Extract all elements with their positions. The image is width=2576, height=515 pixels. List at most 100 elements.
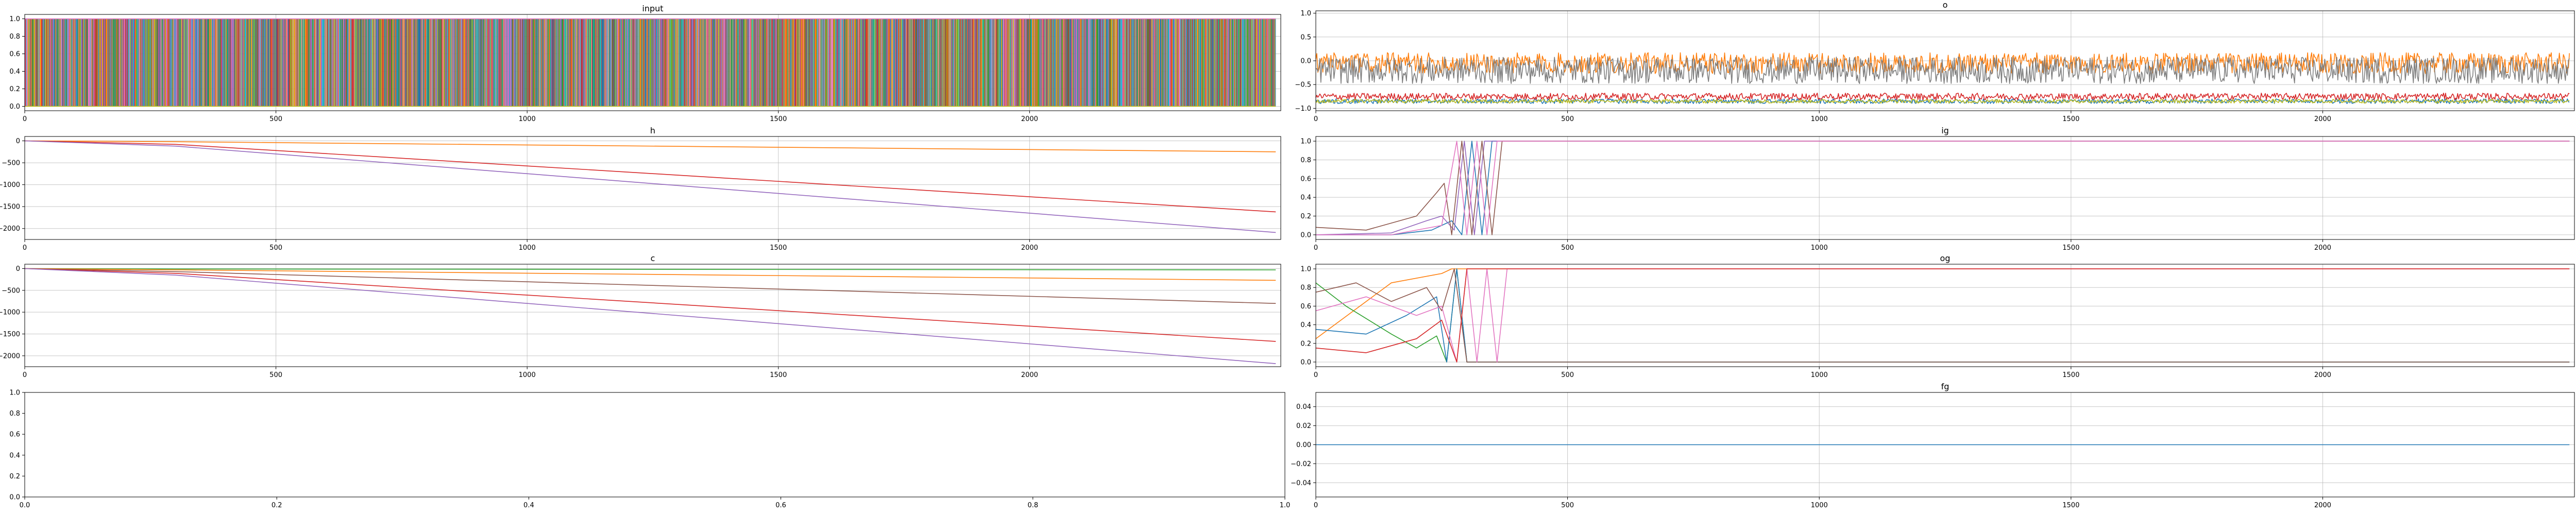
x-tick-label: 0	[1314, 244, 1318, 252]
x-tick-label: 1000	[1811, 371, 1828, 379]
series-line	[1316, 268, 2570, 363]
y-tick-label: −0.02	[1291, 460, 1311, 468]
x-tick-label: 1000	[519, 244, 536, 252]
y-tick-label: 0.5	[1300, 33, 1311, 41]
x-tick-label: 0	[23, 244, 27, 252]
y-tick-label: 1.0	[1300, 266, 1311, 273]
series-line	[1316, 93, 2570, 100]
x-tick-label: 1000	[1811, 244, 1828, 252]
y-tick-label: 0.0	[9, 103, 20, 111]
y-tick-label: 0.2	[9, 473, 20, 480]
axes-frame	[24, 14, 1281, 111]
x-tick-label: 1000	[1811, 115, 1828, 123]
axes-frame	[1315, 136, 2575, 240]
x-tick-label: 1500	[770, 371, 787, 379]
y-tick-label: 0.04	[1296, 403, 1311, 411]
x-tick-label: 1.0	[1280, 502, 1291, 509]
chart-title: og	[1940, 253, 1951, 263]
axes-fg: 0 500 1000 1500 2000 0.04 0.02 0.00 −0.02 −0.04 fg	[1291, 382, 2575, 509]
y-tick-label: −500	[2, 160, 20, 167]
x-tick-label: 2000	[2314, 244, 2331, 252]
x-tick-label: 500	[269, 244, 282, 252]
y-tick-label: −1500	[0, 203, 20, 211]
series-line	[25, 140, 1276, 233]
y-tick-label: 1.0	[9, 389, 20, 397]
x-tick-label: 0	[23, 115, 27, 123]
y-tick-label: 1.0	[9, 15, 20, 23]
y-tick-label: 0.4	[1300, 194, 1311, 202]
x-tick-label: 1500	[2062, 371, 2079, 379]
y-tick-label: −1000	[0, 181, 20, 189]
axes-frame	[1315, 10, 2575, 111]
y-tick-label: −1000	[0, 309, 20, 317]
series-line	[1316, 268, 2570, 339]
x-tick-label: 1500	[770, 115, 787, 123]
y-tick-label: −0.04	[1291, 479, 1311, 487]
y-tick-label: 0.6	[9, 431, 20, 439]
y-tick-label: 0.0	[9, 494, 20, 502]
y-tick-label: 0.8	[9, 33, 20, 41]
y-tick-label: −0.5	[1295, 81, 1311, 89]
series-line	[1316, 268, 2570, 363]
y-tick-label: 0.0	[1300, 358, 1311, 366]
y-tick-label: 0.6	[1300, 175, 1311, 183]
axes-o: 0 500 1000 1500 2000 −1.0 −0.5 0.0 0.5 1.0 o	[1295, 0, 2575, 123]
y-tick-label: 0.8	[1300, 284, 1311, 292]
x-tick-label: 0	[23, 371, 27, 379]
series-line	[25, 140, 1276, 213]
x-tick-label: 500	[1561, 371, 1574, 379]
chart-title: input	[642, 4, 663, 13]
input-channel-stripes	[25, 18, 1276, 107]
x-tick-label: 1500	[2062, 115, 2079, 123]
x-tick-label: 1500	[2062, 244, 2079, 252]
y-tick-label: −500	[2, 287, 20, 295]
x-tick-label: 500	[1561, 115, 1574, 123]
series-line	[25, 140, 1276, 152]
axes-empty: 0.0 0.2 0.4 0.6 0.8 1.0 0.0 0.2 0.4 0.6 0.8 1.0	[9, 389, 1290, 510]
axes-h: 0 500 1000 1500 2000 0 −500 −1000 −1500 −2000 h	[0, 126, 1281, 252]
axes-frame	[24, 392, 1285, 497]
x-tick-label: 0.0	[20, 502, 30, 509]
y-tick-label: 0.0	[1300, 231, 1311, 239]
x-tick-label: 500	[1561, 244, 1574, 252]
x-tick-label: 2000	[1021, 371, 1038, 379]
y-tick-label: 0.4	[1300, 321, 1311, 329]
y-tick-label: 0.4	[9, 68, 20, 76]
y-tick-label: 0.0	[1300, 58, 1311, 65]
x-tick-label: 2000	[2314, 115, 2331, 123]
x-tick-label: 2000	[2314, 502, 2331, 509]
y-tick-label: 0.02	[1296, 422, 1311, 430]
x-tick-label: 0.6	[775, 502, 786, 509]
x-tick-label: 0	[1314, 502, 1318, 509]
axes-input: 0 500 1000 1500 2000 0.0 0.2 0.4 0.6 0.8 1.0 input	[9, 4, 1281, 123]
chart-title: ig	[1941, 126, 1949, 135]
y-tick-label: 0.4	[9, 452, 20, 459]
y-tick-label: 0.00	[1296, 441, 1311, 449]
x-tick-label: 1000	[1811, 502, 1828, 509]
chart-title: h	[650, 126, 655, 135]
chart-title: fg	[1941, 382, 1950, 391]
axes-frame	[1315, 264, 2575, 367]
series-line	[1316, 141, 2570, 235]
y-tick-label: −2000	[0, 352, 20, 360]
x-tick-label: 0	[1314, 115, 1318, 123]
y-tick-label: 0.8	[9, 410, 20, 418]
x-tick-label: 1000	[519, 115, 536, 123]
y-tick-label: 0.2	[1300, 340, 1311, 348]
y-tick-label: 1.0	[1300, 10, 1311, 18]
chart-title: c	[651, 253, 655, 263]
x-tick-label: 500	[269, 371, 282, 379]
y-tick-label: −2000	[0, 225, 20, 233]
y-tick-label: 1.0	[1300, 138, 1311, 146]
axes-frame	[24, 264, 1281, 367]
series-line	[1316, 268, 2570, 363]
y-tick-label: 0.2	[9, 85, 20, 93]
x-tick-label: 2000	[2314, 371, 2331, 379]
x-tick-label: 2000	[1021, 115, 1038, 123]
series-line	[1316, 141, 2570, 235]
x-tick-label: 0.8	[1027, 502, 1038, 509]
x-tick-label: 1500	[770, 244, 787, 252]
y-tick-label: −1.0	[1295, 105, 1311, 113]
series-line	[1316, 268, 2570, 363]
y-tick-label: 0.6	[1300, 303, 1311, 311]
